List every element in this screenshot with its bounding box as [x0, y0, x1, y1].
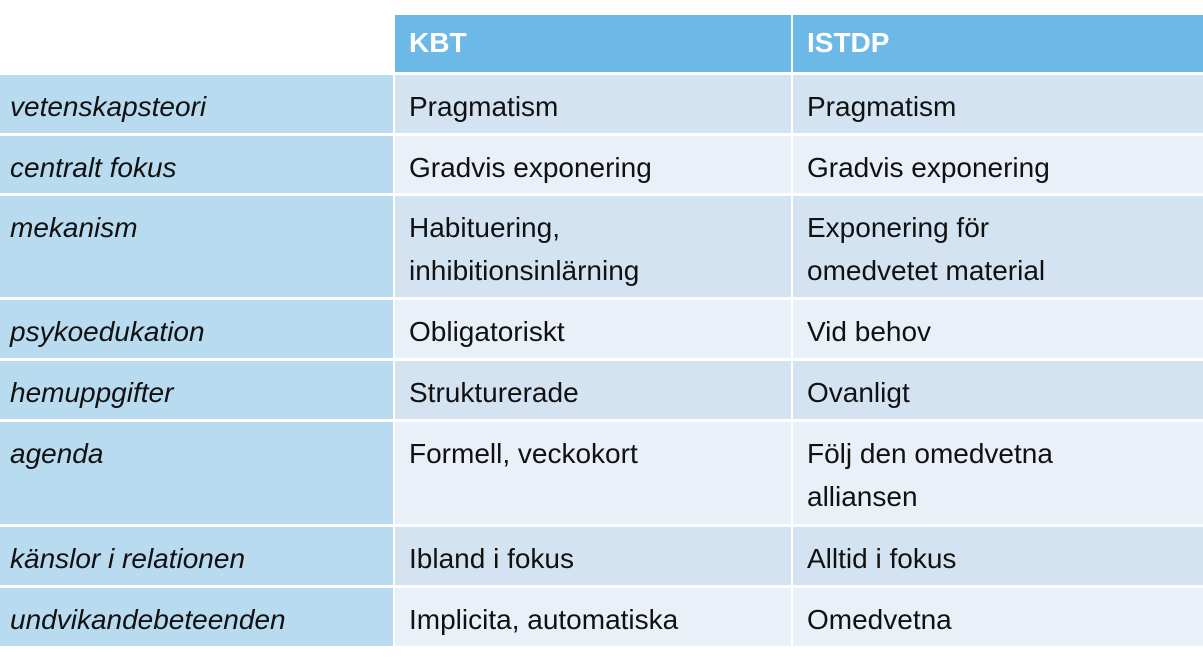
- corner-cell: [0, 15, 393, 72]
- table-cell: Obligatoriskt: [395, 300, 791, 358]
- row-label: vetenskapsteori: [0, 75, 393, 133]
- row-label: undvikandebeteenden: [0, 588, 393, 646]
- table-cell: Pragmatism: [395, 75, 791, 133]
- row-label: mekanism: [0, 196, 393, 297]
- table-cell: Implicita, automatiska: [395, 588, 791, 646]
- table-cell: Formell, veckokort: [395, 422, 791, 524]
- table-cell: Alltid i fokus: [793, 527, 1203, 585]
- table-cell: Ibland i fokus: [395, 527, 791, 585]
- table-cell: Exponering för omedvetet material: [793, 196, 1203, 297]
- row-label: agenda: [0, 422, 393, 524]
- row-label: centralt fokus: [0, 136, 393, 193]
- column-header: ISTDP: [793, 15, 1203, 72]
- table-cell: Omedvetna: [793, 588, 1203, 646]
- table-cell: Strukturerade: [395, 361, 791, 419]
- column-header: KBT: [395, 15, 791, 72]
- table-cell: Vid behov: [793, 300, 1203, 358]
- table-cell: Ovanligt: [793, 361, 1203, 419]
- table-cell: Pragmatism: [793, 75, 1203, 133]
- table-cell: Följ den omedvetna alliansen: [793, 422, 1203, 524]
- comparison-table: KBT ISTDP vetenskapsteori Pragmatism Pragmat…: [0, 15, 1203, 646]
- table-cell: Habituering, inhibitionsinlärning: [395, 196, 791, 297]
- table-cell: Gradvis exponering: [793, 136, 1203, 193]
- row-label: psykoedukation: [0, 300, 393, 358]
- row-label: hemuppgifter: [0, 361, 393, 419]
- row-label: känslor i relationen: [0, 527, 393, 585]
- table-cell: Gradvis exponering: [395, 136, 791, 193]
